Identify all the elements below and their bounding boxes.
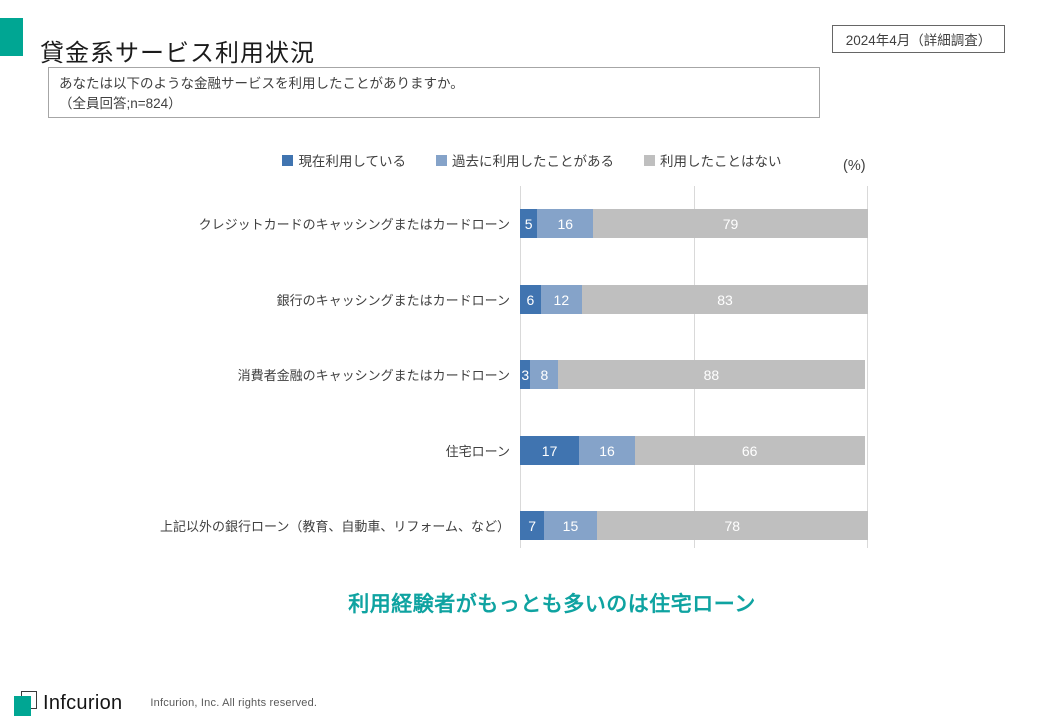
stacked-bar-chart: クレジットカードのキャッシングまたはカードローン 5 16 79 銀行のキャッシングまた…: [65, 186, 868, 548]
bar-segment-現在利用している: 6: [520, 285, 541, 314]
legend-item-1: 過去に利用したことがある: [436, 150, 614, 170]
infcurion-logo-icon: [12, 690, 39, 716]
legend-item-2: 利用したことはない: [644, 150, 782, 170]
bar-area: 5 16 79: [520, 209, 868, 238]
date-badge: 2024年4月（詳細調査）: [832, 25, 1005, 53]
category-label: 住宅ローン: [445, 444, 510, 459]
footer: Infcurion Infcurion, Inc. All rights res…: [12, 690, 317, 716]
takeaway-text: 利用経験者がもっとも多いのは住宅ローン: [348, 593, 756, 616]
category-label: クレジットカードのキャッシングまたはカードローン: [198, 217, 510, 232]
chart-row-0: クレジットカードのキャッシングまたはカードローン 5 16 79: [65, 209, 868, 238]
bar-segment-過去に利用したことがある: 15: [544, 511, 597, 540]
copyright-text: Infcurion, Inc. All rights reserved.: [150, 697, 318, 709]
bar-segment-利用したことはない: 79: [593, 209, 868, 238]
chart-row-2: 消費者金融のキャッシングまたはカードローン 3 8 88: [65, 360, 868, 389]
legend-label: 現在利用している: [298, 154, 407, 169]
chart-row-1: 銀行のキャッシングまたはカードローン 6 12 83: [65, 285, 868, 314]
legend-label: 過去に利用したことがある: [452, 154, 615, 169]
page-title: 貸金系サービス利用状況: [40, 40, 315, 68]
legend-swatch-icon: [644, 154, 656, 166]
legend-swatch-icon: [282, 154, 294, 166]
bar-segment-過去に利用したことがある: 12: [540, 285, 583, 314]
chart-legend: 現在利用している 過去に利用したことがある 利用したことはない: [12, 150, 1040, 170]
bar-segment-過去に利用したことがある: 8: [530, 360, 559, 389]
bar-area: 7 15 78: [520, 511, 868, 540]
chart-row-4: 上記以外の銀行ローン（教育、自動車、リフォーム、など） 7 15 78: [65, 511, 868, 540]
question-sample-size: （全員回答;n=824）: [59, 96, 182, 112]
bar-segment-利用したことはない: 83: [582, 285, 868, 314]
bar-segment-現在利用している: 17: [520, 436, 580, 465]
bar-area: 6 12 83: [520, 285, 868, 314]
bar-segment-現在利用している: 5: [520, 209, 538, 238]
accent-block: [0, 18, 23, 56]
logo-filled-square: [14, 695, 31, 716]
question-box: あなたは以下のような金融サービスを利用したことがありますか。 （全員回答;n=8…: [48, 67, 820, 118]
bar-segment-過去に利用したことがある: 16: [579, 436, 635, 465]
brand-name: Infcurion: [43, 691, 123, 714]
bar-segment-利用したことはない: 88: [558, 360, 865, 389]
gridline-100: [867, 186, 868, 548]
category-label: 銀行のキャッシングまたはカードローン: [276, 293, 510, 308]
chart-row-3: 住宅ローン 17 16 66: [65, 436, 868, 465]
bar-segment-現在利用している: 7: [520, 511, 545, 540]
bar-segment-利用したことはない: 66: [634, 436, 865, 465]
category-label: 上記以外の銀行ローン（教育、自動車、リフォーム、など）: [160, 519, 510, 534]
bar-area: 3 8 88: [520, 360, 868, 389]
unit-label: (%): [843, 158, 866, 174]
bar-segment-過去に利用したことがある: 16: [537, 209, 594, 238]
bar-segment-現在利用している: 3: [520, 360, 531, 389]
legend-label: 利用したことはない: [660, 154, 782, 169]
legend-swatch-icon: [436, 154, 448, 166]
question-text: あなたは以下のような金融サービスを利用したことがありますか。: [59, 76, 464, 91]
category-label: 消費者金融のキャッシングまたはカードローン: [237, 368, 510, 383]
legend-item-0: 現在利用している: [282, 150, 406, 170]
bar-area: 17 16 66: [520, 436, 868, 465]
bar-segment-利用したことはない: 78: [596, 511, 868, 540]
